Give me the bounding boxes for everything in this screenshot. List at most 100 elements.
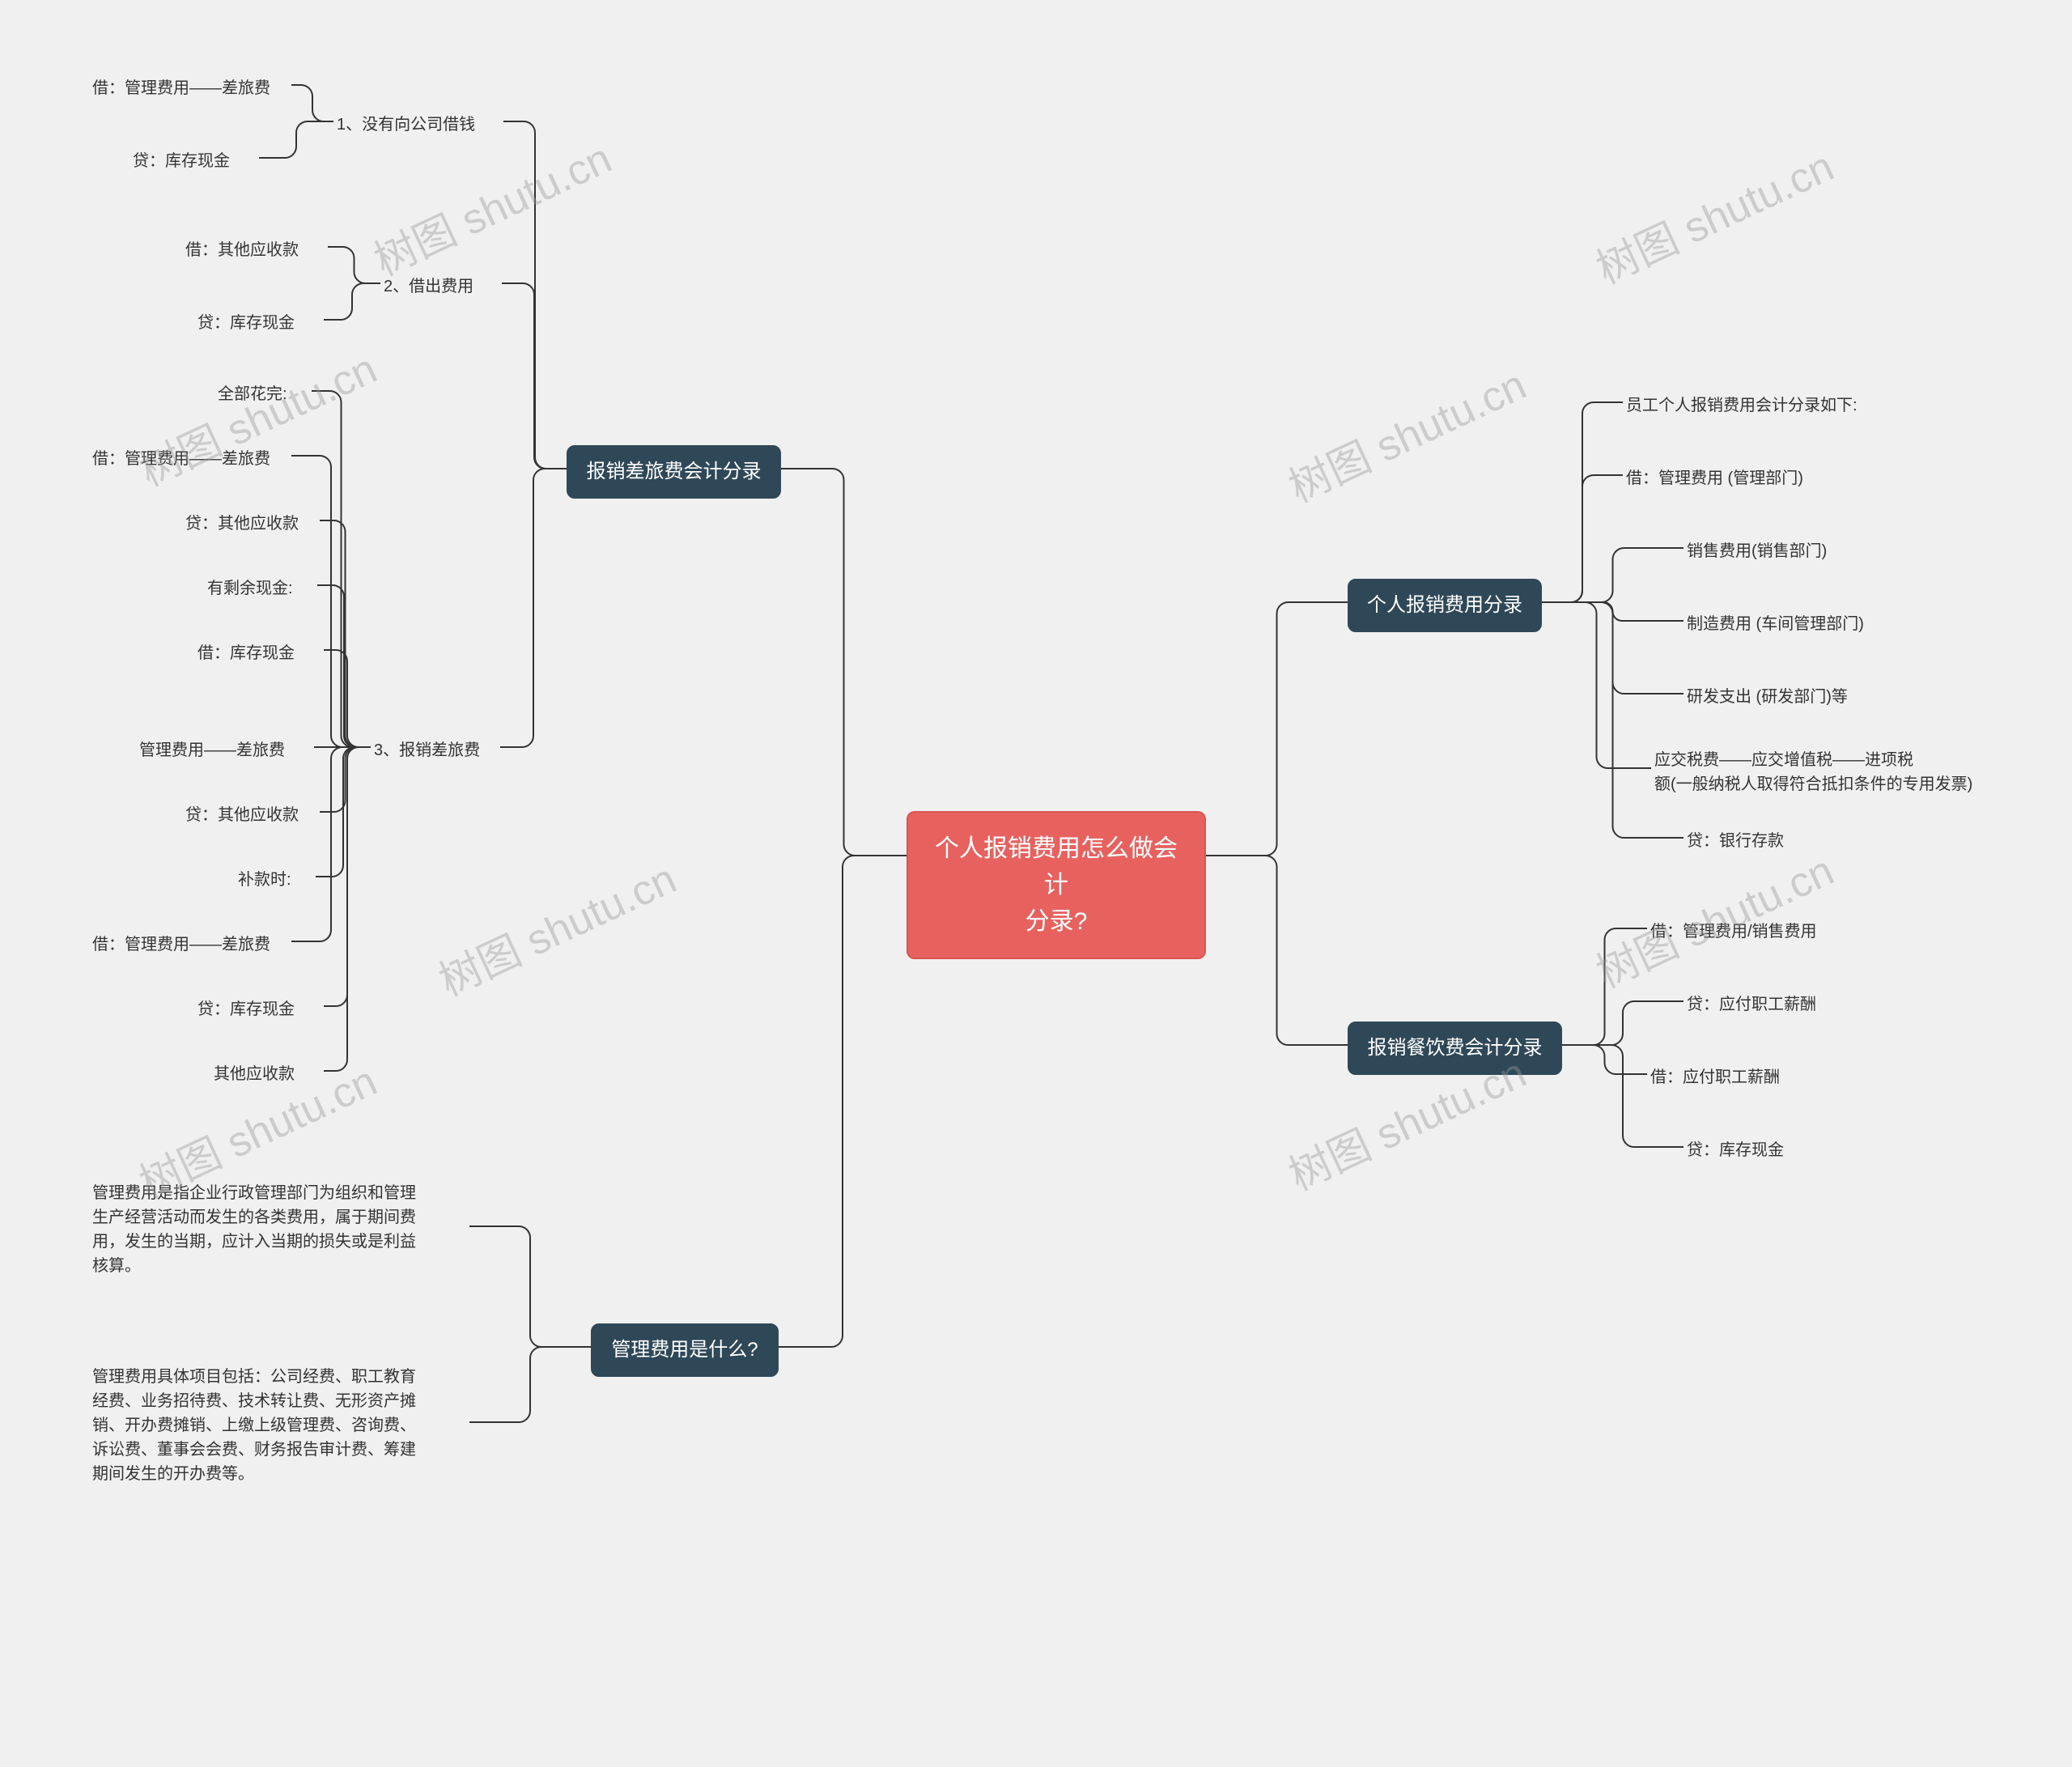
node-label: 报销差旅费会计分录 [587,457,762,486]
edge [1206,602,1348,856]
node-label: 管理费用是指企业行政管理部门为组织和管理 生产经营活动而发生的各类费用，属于期间… [92,1181,416,1278]
node-label: 借：管理费用 (管理部门) [1626,466,1803,491]
node-root: 个人报销费用怎么做会计 分录? [906,811,1206,959]
node-label: 借：其他应收款 [185,238,299,262]
edge [328,247,380,283]
node-label: 全部花完: [218,382,287,406]
node-l1c10: 贷：库存现金 [194,994,324,1025]
edge [312,391,371,747]
node-label: 销售费用(销售部门) [1687,539,1827,563]
node-r1c: 销售费用(销售部门) [1684,536,1862,567]
node-label: 借：管理费用——差旅费 [92,447,270,471]
edge [1562,1045,1684,1147]
node-label: 3、报销差旅费 [374,738,480,762]
edge [500,469,567,747]
node-l1b2: 贷：库存现金 [194,308,324,338]
node-l1: 报销差旅费会计分录 [567,445,781,499]
node-r1d: 制造费用 (车间管理部门) [1684,609,1894,639]
edge [502,283,567,469]
watermark: 树图 shutu.cn [1277,351,1534,514]
node-label: 有剩余现金: [207,576,293,601]
edge [469,1226,591,1347]
node-label: 报销餐饮费会计分录 [1368,1034,1543,1063]
node-label: 研发支出 (研发部门)等 [1687,685,1848,709]
edge [291,85,333,121]
edge [1562,1045,1647,1074]
edge [1542,402,1623,602]
node-l1c6: 管理费用——差旅费 [136,735,314,766]
node-label: 管理费用——差旅费 [139,738,285,762]
edge [316,747,371,877]
node-l1c2: 借：管理费用——差旅费 [89,444,291,474]
node-r2b: 贷：应付职工薪酬 [1684,989,1845,1020]
edge [324,650,371,747]
node-r1f: 应交税费——应交增值税——进项税 额(一般纳税人取得符合抵扣条件的专用发票) [1651,745,1991,800]
edge [324,747,371,1071]
node-l1c3: 贷：其他应收款 [182,508,320,539]
edge [503,121,567,469]
node-label: 借：管理费用——差旅费 [92,76,270,100]
node-label: 借：管理费用——差旅费 [92,932,270,957]
node-l2: 管理费用是什么? [591,1323,779,1377]
node-label: 员工个人报销费用会计分录如下: [1626,393,1858,418]
node-label: 补款时: [238,868,291,892]
node-l1c9: 借：管理费用——差旅费 [89,929,291,960]
node-r1a: 员工个人报销费用会计分录如下: [1623,390,1890,421]
node-l1a1: 借：管理费用——差旅费 [89,73,291,104]
node-label: 借：管理费用/销售费用 [1650,920,1817,944]
node-label: 贷：其他应收款 [185,803,299,827]
mindmap-canvas: 个人报销费用怎么做会计 分录? 个人报销费用分录 员工个人报销费用会计分录如下: 借：… [0,0,2072,1767]
node-label: 其他应收款 [214,1062,295,1086]
node-label: 借：库存现金 [197,641,295,665]
edge [1542,475,1623,602]
node-r1b: 借：管理费用 (管理部门) [1623,463,1833,494]
node-r2a: 借：管理费用/销售费用 [1647,916,1841,947]
node-l1b1: 借：其他应收款 [182,235,328,265]
node-r2: 报销餐饮费会计分录 [1348,1022,1562,1075]
node-label: 2、借出费用 [384,274,473,299]
node-l2a: 管理费用是指企业行政管理部门为组织和管理 生产经营活动而发生的各类费用，属于期间… [89,1178,469,1281]
node-r1g: 贷：银行存款 [1684,826,1813,856]
node-l1c5: 借：库存现金 [194,638,324,669]
edge [320,520,371,747]
edge [1206,856,1348,1045]
edge [781,469,906,856]
node-label: 贷：库存现金 [197,311,295,335]
node-label: 应交税费——应交增值税——进项税 额(一般纳税人取得符合抵扣条件的专用发票) [1654,748,1972,796]
edge [259,121,333,158]
node-l1c: 3、报销差旅费 [371,735,500,766]
node-label: 贷：其他应收款 [185,512,299,536]
node-l1c8: 补款时: [235,864,316,895]
node-label: 1、没有向公司借钱 [337,113,475,137]
node-label: 个人报销费用怎么做会计 分录? [931,830,1182,940]
edge [779,856,906,1347]
node-label: 管理费用是什么? [611,1336,758,1365]
node-r1: 个人报销费用分录 [1348,579,1542,632]
node-l2b: 管理费用具体项目包括：公司经费、职工教育 经费、业务招待费、技术转让费、无形资产… [89,1361,469,1489]
edge [1542,602,1684,621]
node-label: 管理费用具体项目包括：公司经费、职工教育 经费、业务招待费、技术转让费、无形资产… [92,1365,416,1486]
watermark: 树图 shutu.cn [1585,133,1841,295]
node-l1a: 1、没有向公司借钱 [333,109,503,140]
node-label: 贷：库存现金 [133,149,230,173]
edge [1542,602,1684,694]
node-r2c: 借：应付职工薪酬 [1647,1062,1809,1093]
edge [1562,1001,1684,1045]
edge [469,1347,591,1422]
node-label: 借：应付职工薪酬 [1650,1065,1780,1090]
node-l1b: 2、借出费用 [380,271,502,302]
node-label: 贷：银行存款 [1687,829,1784,853]
watermark: 树图 shutu.cn [427,845,684,1008]
watermark: 树图 shutu.cn [363,125,619,287]
edge [1542,602,1684,838]
node-r1e: 研发支出 (研发部门)等 [1684,682,1878,712]
edge [291,747,371,941]
node-r2d: 贷：库存现金 [1684,1135,1813,1166]
edge [324,747,371,1006]
edge [317,585,371,747]
node-l1a2: 贷：库存现金 [130,146,259,176]
node-label: 贷：库存现金 [1687,1138,1784,1162]
edge [324,283,380,320]
node-label: 个人报销费用分录 [1367,591,1522,620]
edge [1542,548,1684,602]
